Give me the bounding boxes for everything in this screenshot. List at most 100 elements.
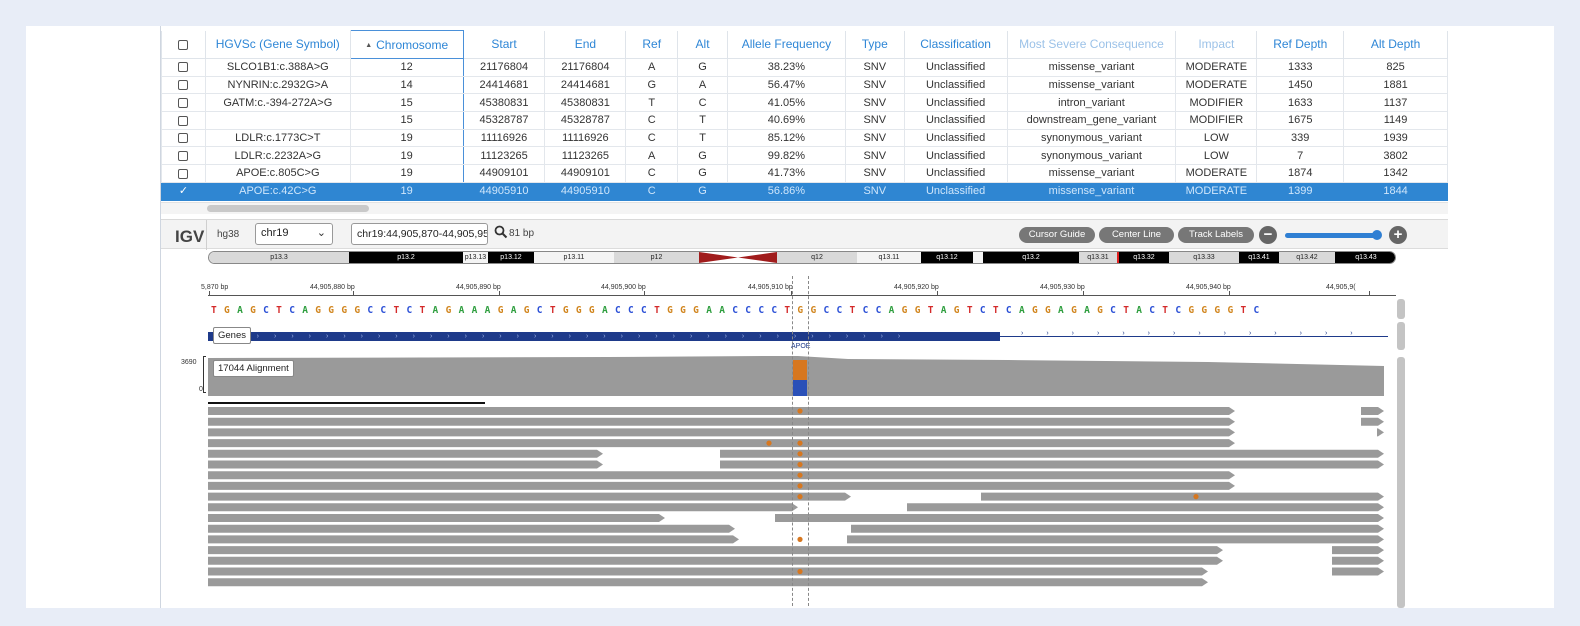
base-C: C	[771, 305, 785, 316]
band-q12: q12	[777, 252, 857, 263]
row-checkbox[interactable]	[178, 115, 189, 126]
band-p13-13: p13.13	[463, 252, 488, 263]
base-T: T	[849, 305, 863, 316]
cell-chromosome: 19	[349, 181, 464, 201]
chromosome-ideogram[interactable]: p13.3 p13.2 p13.13 p13.12 p13.11 p12 q12…	[208, 251, 1396, 264]
alignment-reads[interactable]	[161, 26, 1448, 608]
base-G: G	[354, 305, 368, 316]
cell-type: SNV	[844, 164, 905, 183]
band-q13-31: q13.31	[1079, 252, 1117, 263]
table-row[interactable]: NYNRIN:c.2932G>A 14 24414681 24414681 G A 56.4…	[161, 75, 1448, 95]
band-gap	[973, 252, 983, 263]
row-checkbox[interactable]	[178, 62, 189, 73]
gene-feature-apoe[interactable]: ››››››››››››››››››››››››››››››››››››››››	[208, 332, 1000, 341]
cell-start: 44905910	[462, 181, 546, 201]
base-A: A	[719, 305, 733, 316]
base-G: G	[575, 305, 589, 316]
table-horizontal-scrollbar[interactable]	[161, 202, 1448, 214]
ruler-label: 44,905,9(	[1326, 284, 1356, 291]
row-checkbox[interactable]	[178, 80, 189, 91]
header-alt-depth[interactable]: Alt Depth	[1343, 30, 1448, 59]
cell-end: 21176804	[544, 58, 627, 77]
header-ref-depth[interactable]: Ref Depth	[1256, 30, 1345, 59]
base-A: A	[601, 305, 615, 316]
base-G: G	[497, 305, 511, 316]
header-consequence[interactable]: Most Severe Consequence	[1006, 30, 1177, 59]
select-all-header[interactable]	[161, 30, 206, 59]
band-q13-42: q13.42	[1279, 252, 1335, 263]
cell-end: 24414681	[544, 75, 627, 95]
center-line-button[interactable]: Center Line	[1099, 227, 1174, 243]
header-start[interactable]: Start	[462, 30, 546, 59]
table-row[interactable]: GATM:c.-394-272A>G 15 45380831 45380831 T C 41…	[161, 93, 1448, 113]
cursor-guide-button[interactable]: Cursor Guide	[1019, 227, 1095, 243]
read-segment	[208, 449, 603, 458]
mismatch-base	[797, 461, 803, 468]
base-A: A	[432, 305, 446, 316]
coverage-track[interactable]	[208, 356, 1384, 396]
zoom-in-button[interactable]: +	[1389, 226, 1407, 244]
row-checkbox[interactable]	[178, 168, 189, 179]
row-select-cell[interactable]: ✓	[161, 181, 206, 201]
read-segment	[208, 578, 1208, 587]
cell-end: 45328787	[544, 111, 627, 130]
ruler-label: 44,905,900 bp	[601, 284, 646, 291]
base-C: C	[1253, 305, 1267, 316]
base-T: T	[276, 305, 290, 316]
header-impact[interactable]: Impact	[1175, 30, 1258, 59]
search-icon[interactable]	[494, 225, 508, 239]
select-all-checkbox[interactable]	[178, 40, 189, 51]
reference-sequence-track: TGAGCTCAGGGGCCTCTAGAAAGAGCTGGGACCCTGGGAA…	[211, 305, 1267, 316]
zoom-out-button[interactable]: −	[1259, 226, 1277, 244]
header-allele-frequency[interactable]: Allele Frequency	[726, 30, 846, 59]
table-row[interactable]: LDLR:c.1773C>T 19 11116926 11116926 C T 85.12%…	[161, 128, 1448, 148]
cell-impact: MODERATE	[1175, 58, 1258, 77]
row-checkbox-checked[interactable]: ✓	[178, 185, 189, 198]
base-G: G	[1031, 305, 1045, 316]
ruler-label: 44,905,920 bp	[894, 284, 939, 291]
zoom-slider[interactable]	[1285, 233, 1377, 238]
gene-track-scrollbar[interactable]	[1397, 322, 1405, 350]
read-segment	[981, 492, 1384, 501]
base-T: T	[549, 305, 563, 316]
track-labels-button[interactable]: Track Labels	[1178, 227, 1254, 243]
cell-alt: G	[677, 181, 728, 201]
header-classification[interactable]: Classification	[903, 30, 1008, 59]
zoom-slider-handle[interactable]	[1372, 230, 1382, 240]
table-row[interactable]: ✓ APOE:c.42C>G 19 44905910 44905910 C G 56.86% S…	[161, 181, 1448, 201]
row-checkbox[interactable]	[178, 133, 189, 144]
ruler-tick	[1083, 291, 1084, 295]
ruler-tick	[791, 291, 792, 295]
scrollbar-thumb[interactable]	[207, 205, 369, 212]
chromosome-select[interactable]: chr19 ⌄	[255, 223, 333, 245]
cell-altdepth: 1149	[1343, 111, 1448, 130]
base-C: C	[641, 305, 655, 316]
cell-chromosome: 15	[349, 111, 464, 130]
coverage-min-label: 0	[199, 386, 203, 393]
cell-af: 56.86%	[726, 181, 846, 201]
cell-consequence: missense_variant	[1006, 181, 1177, 201]
base-A: A	[1136, 305, 1150, 316]
header-hgvsc[interactable]: HGVSc (Gene Symbol)	[204, 30, 351, 59]
base-G: G	[1188, 305, 1202, 316]
header-chromosome[interactable]: ▲ Chromosome	[349, 30, 464, 59]
cell-refdepth: 1450	[1256, 75, 1345, 95]
table-row[interactable]: 15 45328787 45328787 C T 40.69% SNV Unclassifie…	[161, 111, 1448, 130]
row-checkbox[interactable]	[178, 97, 189, 108]
header-ref[interactable]: Ref	[625, 30, 679, 59]
sort-asc-icon: ▲	[365, 41, 373, 49]
locus-input[interactable]: chr19:44,905,870-44,905,950	[351, 223, 488, 245]
header-type[interactable]: Type	[844, 30, 905, 59]
base-A: A	[237, 305, 251, 316]
base-C: C	[1005, 305, 1019, 316]
table-row[interactable]: SLCO1B1:c.388A>G 12 21176804 21176804 A G 38.2…	[161, 58, 1448, 77]
row-checkbox[interactable]	[178, 150, 189, 161]
base-A: A	[458, 305, 472, 316]
cell-classification: Unclassified	[903, 181, 1008, 201]
alignment-track-scrollbar[interactable]	[1397, 357, 1405, 608]
header-alt[interactable]: Alt	[677, 30, 728, 59]
base-T: T	[393, 305, 407, 316]
sequence-track-scrollbar[interactable]	[1397, 299, 1405, 319]
cell-start: 11123265	[462, 146, 546, 166]
header-end[interactable]: End	[544, 30, 627, 59]
